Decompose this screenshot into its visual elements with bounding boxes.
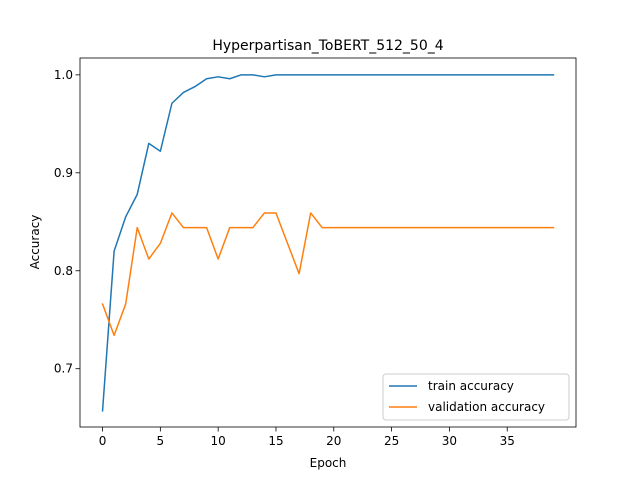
x-tick-label: 25 [384, 434, 399, 448]
x-tick-label: 5 [157, 434, 165, 448]
series-line-train-accuracy [101, 74, 555, 412]
x-tick-label: 20 [326, 434, 341, 448]
y-tick-label: 0.7 [54, 362, 73, 376]
x-tick-label: 10 [211, 434, 226, 448]
legend-label-train-accuracy: train accuracy [428, 379, 514, 393]
y-axis-label: Accuracy [28, 215, 42, 270]
x-axis-label: Epoch [310, 456, 347, 470]
axes: 0 5 10 15 20 25 30 35 0.7 0.8 0.9 1.0 [54, 57, 577, 448]
legend: train accuracy validation accuracy [382, 373, 570, 421]
legend-label-validation-accuracy: validation accuracy [428, 400, 545, 414]
y-tick-label: 0.9 [54, 166, 73, 180]
x-tick-label: 15 [268, 434, 283, 448]
y-tick-label: 1.0 [54, 68, 73, 82]
legend-box [382, 373, 570, 421]
y-tick-label: 0.8 [54, 264, 73, 278]
x-tick-label: 0 [99, 434, 107, 448]
series-line-validation-accuracy [101, 212, 555, 337]
axes-frame [79, 57, 577, 428]
plot-area [101, 74, 555, 412]
chart-title: Hyperpartisan_ToBERT_512_50_4 [212, 38, 443, 54]
x-tick-label: 30 [442, 434, 457, 448]
x-tick-label: 35 [500, 434, 515, 448]
